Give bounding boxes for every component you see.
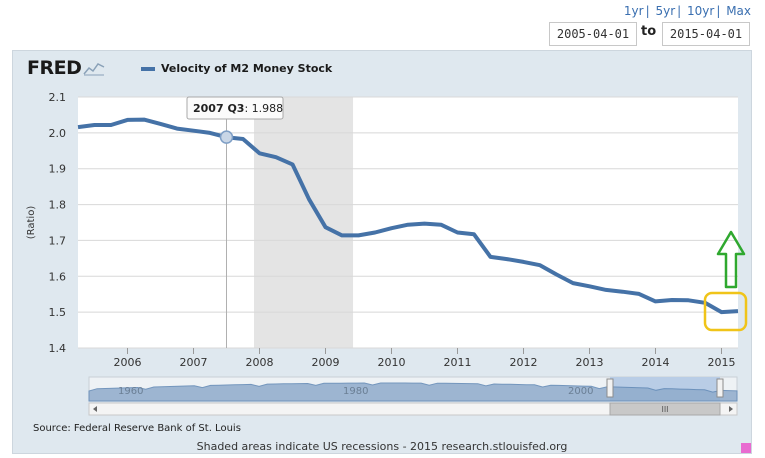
- range-link-10yr[interactable]: 10yr: [687, 4, 715, 18]
- scrollbar-track: [88, 402, 738, 416]
- x-tick-label-4: 2010: [378, 356, 406, 369]
- range-link-max[interactable]: Max: [726, 4, 751, 18]
- plot-area: [78, 97, 738, 348]
- x-tick-label-3: 2009: [312, 356, 340, 369]
- y-tick-label-2: 1.6: [49, 270, 67, 283]
- range-links: 1yr | 5yr | 10yr | Max: [623, 4, 751, 18]
- tooltip-value: : 1.988: [244, 102, 283, 115]
- tooltip-text: 2007 Q3: 1.988: [193, 102, 283, 115]
- navigator-label-2: 2000: [568, 386, 593, 397]
- legend-label: Velocity of M2 Money Stock: [161, 62, 333, 75]
- up-arrow-annotation: [716, 230, 746, 289]
- y-tick-label-4: 1.8: [49, 199, 67, 212]
- navigator-series: [88, 382, 738, 402]
- scroll-left-arrow-icon: [93, 406, 97, 412]
- y-tick-label-1: 1.5: [49, 306, 67, 319]
- x-tick-label-0: 2006: [114, 356, 142, 369]
- hover-marker: [219, 130, 234, 144]
- chart-panel: FRED Velocity of M2 Money Stock 1.4 1.5 1.…: [12, 50, 752, 454]
- y-tick-label-7: 2.1: [49, 91, 67, 104]
- scrollbar-thumb: [609, 402, 721, 416]
- navigator-handle-right: [716, 378, 724, 398]
- tooltip: 2007 Q3: 1.988: [186, 96, 284, 120]
- x-tick-label-8: 2014: [642, 356, 670, 369]
- tooltip-box: [186, 96, 284, 120]
- navigator-label-0: 1960: [118, 386, 143, 397]
- x-tick-label-5: 2011: [444, 356, 472, 369]
- x-tick-label-9: 2015: [708, 356, 736, 369]
- x-tick-label-6: 2012: [510, 356, 538, 369]
- y-tick-label-6: 2.0: [49, 127, 67, 140]
- scroll-right-arrow-icon: [729, 406, 733, 412]
- y-tick-label-3: 1.7: [49, 234, 67, 247]
- fred-logo-chart-icon: [83, 63, 105, 76]
- footer-text: Shaded areas indicate US recessions - 20…: [196, 440, 568, 453]
- range-link-5yr[interactable]: 5yr: [655, 4, 676, 18]
- y-tick-label-5: 1.9: [49, 163, 67, 176]
- chart-svg: 1.4 1.5 1.6 1.7 1.8 1.9 2.0 2.1 2006 2007 2008 2009…: [26, 91, 748, 416]
- legend-swatch: [141, 67, 155, 71]
- start-date-input[interactable]: 2005-04-01: [549, 22, 637, 46]
- range-link-1yr[interactable]: 1yr: [623, 4, 644, 18]
- x-tick-label-2: 2008: [246, 356, 274, 369]
- recession-band-0: [254, 97, 354, 348]
- y-axis-label: (Ratio): [26, 206, 37, 240]
- corner-marker: [741, 443, 751, 453]
- tooltip-period: 2007 Q3: [193, 102, 244, 115]
- y-tick-label-0: 1.4: [49, 342, 67, 355]
- date-to-label: to: [641, 24, 657, 39]
- scrollbar-grip: III: [661, 405, 668, 414]
- x-tick-label-7: 2013: [576, 356, 604, 369]
- legend: Velocity of M2 Money Stock: [141, 62, 332, 75]
- fred-logo-text: FRED: [27, 57, 82, 79]
- highlight-box: [703, 291, 748, 332]
- x-tick-label-1: 2007: [180, 356, 208, 369]
- source-text: Source: Federal Reserve Bank of St. Loui…: [33, 423, 241, 434]
- end-date-input[interactable]: 2015-04-01: [662, 22, 750, 46]
- navigator-label-1: 1980: [343, 386, 368, 397]
- fred-logo: FRED: [27, 57, 105, 79]
- navigator-handle-left: [606, 378, 614, 398]
- series-line-velocity: [77, 117, 739, 315]
